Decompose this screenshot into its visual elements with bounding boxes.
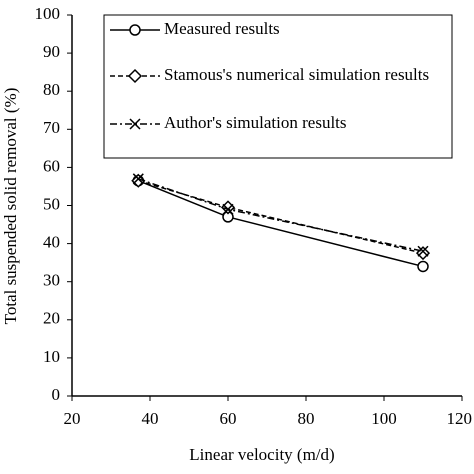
- y-tick-label: 30: [43, 271, 60, 290]
- y-tick-label: 70: [43, 118, 60, 137]
- legend-box: [103, 14, 453, 159]
- y-tick-label: 0: [52, 385, 61, 404]
- y-tick-label: 60: [43, 156, 60, 175]
- marker: [131, 173, 146, 188]
- y-axis-label: Total suspended solid removal (%): [1, 88, 20, 325]
- x-axis-label: Linear velocity (m/d): [189, 445, 334, 464]
- marker: [132, 173, 144, 185]
- y-tick-label: 100: [35, 4, 61, 23]
- legend-label: Stamous's numerical simulation results: [164, 65, 429, 84]
- marker: [129, 24, 141, 36]
- x-tick-label: 60: [220, 409, 237, 428]
- y-tick-label: 50: [43, 194, 60, 213]
- legend-label: Author's simulation results: [164, 113, 347, 132]
- x-tick-label: 100: [371, 409, 397, 428]
- legend: Measured results Stamous's numerical simu…: [103, 14, 453, 159]
- marker: [222, 203, 234, 215]
- marker: [129, 118, 141, 130]
- x-tick-label: 120: [447, 409, 473, 428]
- x-tick-label: 20: [64, 409, 81, 428]
- marker: [127, 68, 143, 84]
- marker: [415, 246, 431, 261]
- legend-label: Measured results: [164, 19, 280, 38]
- y-tick-label: 20: [43, 309, 60, 328]
- marker: [417, 260, 429, 273]
- y-tick-label: 80: [43, 80, 60, 99]
- y-tick-label: 40: [43, 233, 60, 252]
- y-tick-label: 10: [43, 347, 60, 366]
- series-line: [138, 178, 424, 252]
- y-tick-label: 90: [43, 42, 60, 61]
- x-tick-label: 40: [142, 409, 159, 428]
- marker: [417, 245, 429, 257]
- x-tick-label: 80: [298, 409, 315, 428]
